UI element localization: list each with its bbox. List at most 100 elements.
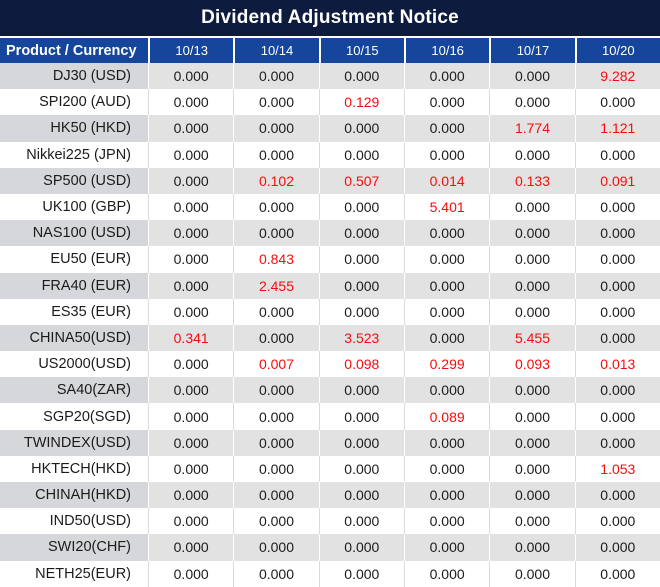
product-cell: NAS100 (USD) — [0, 220, 148, 247]
value-cell: 0.007 — [233, 351, 319, 378]
value-cell: 0.000 — [403, 63, 490, 90]
table-row: Nikkei225 (JPN) 0.000 0.000 0.000 0.000 0.000… — [0, 141, 660, 168]
value-cell: 0.089 — [403, 403, 490, 430]
product-cell: EU50 (EUR) — [0, 246, 148, 273]
table-row: TWINDEX(USD) 0.000 0.000 0.000 0.000 0.000 0.0… — [0, 429, 660, 456]
value-cell: 0.000 — [233, 115, 319, 142]
value-cell: 0.000 — [489, 63, 575, 90]
value-cell: 0.000 — [574, 141, 660, 168]
value-cell: 0.000 — [403, 272, 490, 299]
value-cell: 0.000 — [233, 482, 319, 509]
table-row: FRA40 (EUR) 0.000 2.455 0.000 0.000 0.000 0.00… — [0, 272, 660, 299]
value-cell: 0.000 — [403, 508, 490, 535]
value-cell: 3.523 — [318, 324, 404, 352]
product-cell: SPI200 (AUD) — [0, 89, 148, 116]
product-cell: IND50(USD) — [0, 508, 148, 535]
value-cell: 0.000 — [574, 377, 660, 404]
value-cell: 0.000 — [489, 220, 575, 247]
value-cell: 0.000 — [233, 141, 319, 168]
value-cell: 1.053 — [574, 455, 660, 482]
value-cell: 0.013 — [574, 351, 660, 378]
value-cell: 0.000 — [574, 403, 660, 430]
value-cell: 0.000 — [318, 429, 404, 456]
value-cell: 0.000 — [318, 560, 404, 587]
product-cell: CHINA50(USD) — [0, 324, 148, 352]
product-cell: CHINAH(HKD) — [0, 482, 148, 509]
product-cell: SP500 (USD) — [0, 167, 148, 194]
table-header: Product / Currency 10/13 10/14 10/15 10/… — [0, 38, 660, 63]
value-cell: 0.000 — [574, 298, 660, 325]
product-cell: UK100 (GBP) — [0, 193, 148, 221]
value-cell: 0.000 — [574, 324, 660, 352]
value-cell: 0.000 — [233, 560, 319, 587]
page-title: Dividend Adjustment Notice — [201, 7, 459, 28]
value-cell: 0.000 — [403, 560, 490, 587]
value-cell: 0.000 — [489, 298, 575, 325]
value-cell: 0.000 — [233, 220, 319, 247]
value-cell: 0.000 — [233, 508, 319, 535]
table-row: DJ30 (USD) 0.000 0.000 0.000 0.000 0.000 9.282 — [0, 63, 660, 90]
value-cell: 5.401 — [403, 193, 490, 221]
table-row: SWI20(CHF) 0.000 0.000 0.000 0.000 0.000 0.000 — [0, 534, 660, 561]
value-cell: 0.000 — [148, 482, 234, 509]
table-row: CHINA50(USD) 0.341 0.000 3.523 0.000 5.455 0.0… — [0, 324, 660, 352]
value-cell: 0.000 — [318, 220, 404, 247]
value-cell: 0.000 — [148, 298, 234, 325]
value-cell: 0.133 — [489, 167, 575, 194]
product-cell: HKTECH(HKD) — [0, 455, 148, 482]
value-cell: 0.000 — [489, 455, 575, 482]
value-cell: 0.000 — [489, 377, 575, 404]
value-cell: 0.000 — [318, 534, 404, 561]
value-cell: 0.000 — [148, 167, 234, 194]
value-cell: 0.000 — [318, 193, 404, 221]
value-cell: 0.000 — [233, 455, 319, 482]
value-cell: 0.000 — [318, 377, 404, 404]
product-cell: US2000(USD) — [0, 351, 148, 378]
value-cell: 0.000 — [233, 89, 319, 116]
value-cell: 0.000 — [318, 455, 404, 482]
value-cell: 0.000 — [233, 403, 319, 430]
value-cell: 1.774 — [489, 115, 575, 142]
header-row: Product / Currency 10/13 10/14 10/15 10/… — [0, 38, 660, 63]
product-cell: DJ30 (USD) — [0, 63, 148, 90]
value-cell: 2.455 — [233, 272, 319, 299]
value-cell: 0.000 — [233, 324, 319, 352]
value-cell: 0.000 — [489, 429, 575, 456]
value-cell: 0.000 — [233, 429, 319, 456]
value-cell: 0.091 — [574, 167, 660, 194]
value-cell: 0.843 — [233, 246, 319, 273]
value-cell: 0.102 — [233, 167, 319, 194]
date-column-header: 10/20 — [574, 38, 660, 63]
product-cell: Nikkei225 (JPN) — [0, 141, 148, 168]
product-cell: NETH25(EUR) — [0, 560, 148, 587]
value-cell: 0.000 — [233, 534, 319, 561]
value-cell: 0.000 — [574, 429, 660, 456]
value-cell: 0.000 — [574, 193, 660, 221]
value-cell: 0.093 — [489, 351, 575, 378]
value-cell: 0.000 — [318, 115, 404, 142]
value-cell: 0.000 — [148, 403, 234, 430]
value-cell: 0.000 — [403, 377, 490, 404]
value-cell: 0.000 — [489, 482, 575, 509]
table-row: UK100 (GBP) 0.000 0.000 0.000 5.401 0.000 0.00… — [0, 193, 660, 221]
value-cell: 0.299 — [403, 351, 490, 378]
value-cell: 0.000 — [489, 272, 575, 299]
value-cell: 0.000 — [489, 403, 575, 430]
value-cell: 0.000 — [318, 246, 404, 273]
product-cell: HK50 (HKD) — [0, 115, 148, 142]
value-cell: 0.341 — [148, 324, 234, 352]
value-cell: 0.129 — [318, 89, 404, 116]
value-cell: 0.000 — [403, 455, 490, 482]
date-column-header: 10/14 — [233, 38, 319, 63]
value-cell: 0.000 — [574, 560, 660, 587]
value-cell: 0.000 — [574, 220, 660, 247]
value-cell: 9.282 — [574, 63, 660, 90]
product-cell: SWI20(CHF) — [0, 534, 148, 561]
table-row: EU50 (EUR) 0.000 0.843 0.000 0.000 0.000 0.000 — [0, 246, 660, 273]
value-cell: 0.000 — [148, 272, 234, 299]
value-cell: 0.000 — [148, 351, 234, 378]
value-cell: 0.000 — [574, 246, 660, 273]
value-cell: 0.000 — [489, 193, 575, 221]
value-cell: 0.000 — [148, 89, 234, 116]
